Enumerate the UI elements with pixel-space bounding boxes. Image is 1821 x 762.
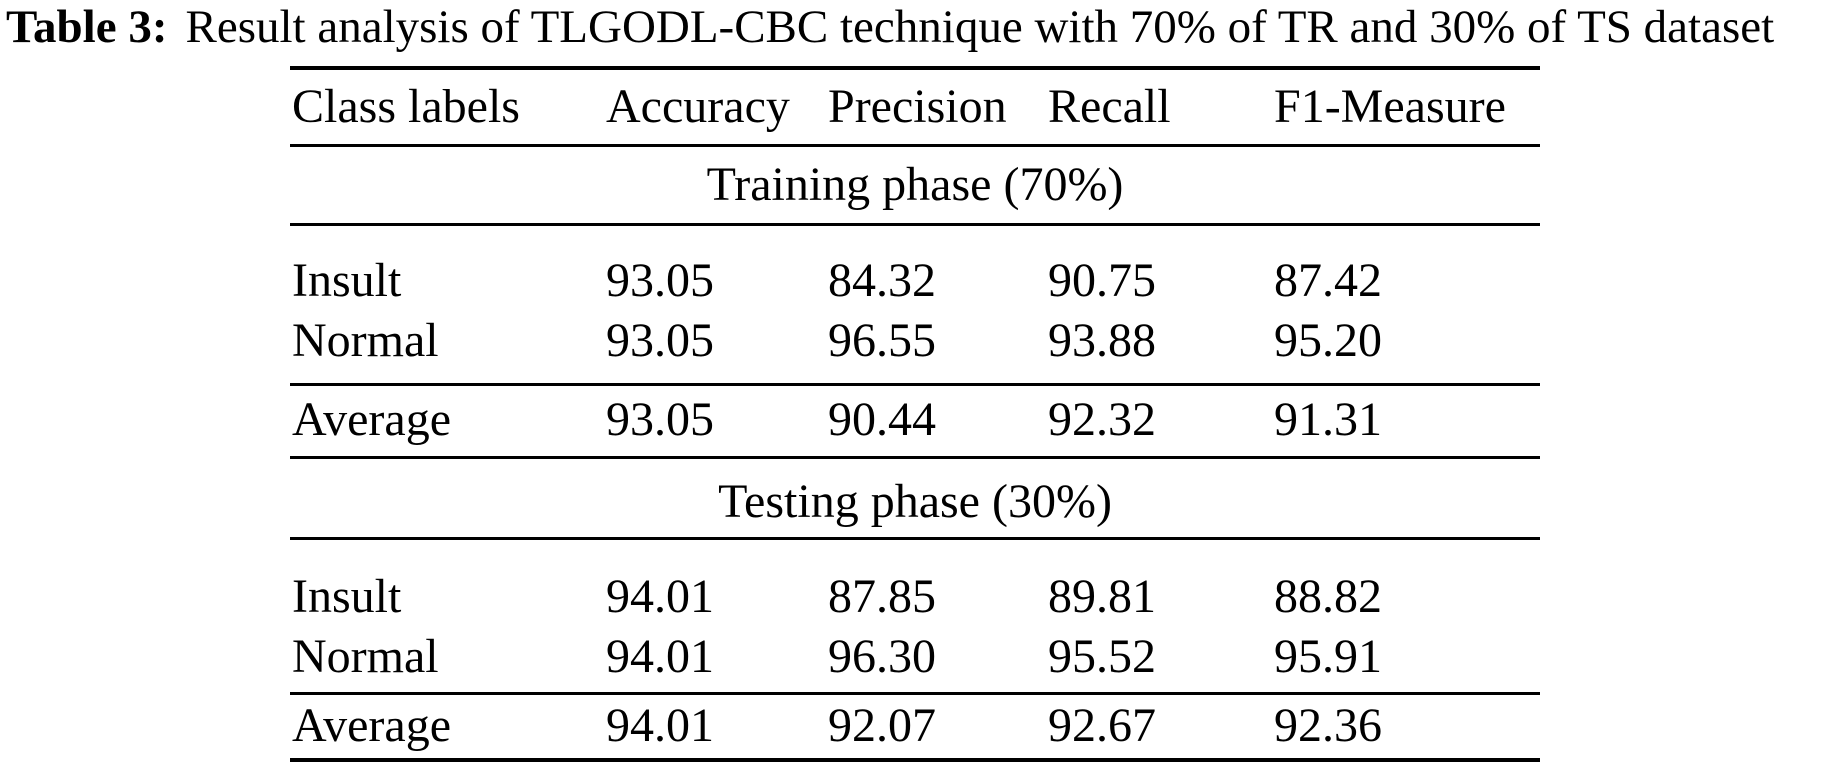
row-label: Normal	[290, 626, 606, 695]
row-label: Average	[290, 693, 606, 762]
table-header-row: Class labels Accuracy Precision Recall F…	[290, 66, 1540, 147]
table-row-testing-average: Average 94.01 92.07 92.67 92.36	[290, 693, 1540, 762]
column-header-f1-measure: F1-Measure	[1274, 66, 1540, 147]
cell-precision: 90.44	[828, 384, 1048, 459]
cell-f1-measure: 88.82	[1274, 570, 1382, 623]
table-caption-number: Table 3:	[6, 1, 168, 53]
cell-recall: 93.88	[1048, 310, 1274, 386]
cell-accuracy: 94.01	[606, 626, 828, 695]
row-label: Insult	[292, 570, 402, 623]
cell-recall: 90.75	[1048, 254, 1156, 307]
cell-precision: 87.85	[828, 570, 936, 623]
cell-precision: 84.32	[828, 254, 936, 307]
cell-accuracy: 93.05	[606, 310, 828, 386]
cell-f1-measure: 95.20	[1274, 310, 1540, 386]
row-label: Average	[290, 384, 606, 459]
row-label: Normal	[290, 310, 606, 386]
cell-recall: 89.81	[1048, 570, 1156, 623]
cell-f1-measure: 87.42	[1274, 254, 1382, 307]
column-header-class-labels: Class labels	[290, 66, 606, 147]
cell-precision: 96.55	[828, 310, 1048, 386]
table-row-testing-normal: Normal 94.01 96.30 95.52 95.91	[290, 626, 1540, 695]
cell-precision: 92.07	[828, 693, 1048, 762]
cell-f1-measure: 91.31	[1274, 384, 1540, 459]
section-header-testing-label: Testing phase (30%)	[290, 457, 1540, 540]
cell-accuracy: 94.01	[606, 693, 828, 762]
column-header-accuracy: Accuracy	[606, 66, 828, 147]
cell-accuracy: 94.01	[606, 570, 714, 623]
cell-f1-measure: 92.36	[1274, 693, 1540, 762]
table-caption-text: Result analysis of TLGODL-CBC technique …	[185, 1, 1775, 53]
cell-accuracy: 93.05	[606, 254, 714, 307]
table-row-training-average: Average 93.05 90.44 92.32 91.31	[290, 384, 1540, 459]
column-header-precision: Precision	[828, 66, 1048, 147]
section-header-training: Training phase (70%)	[290, 145, 1540, 226]
cell-f1-measure: 95.91	[1274, 626, 1540, 695]
table-row-training-normal: Normal 93.05 96.55 93.88 95.20	[290, 310, 1540, 386]
row-label: Insult	[292, 254, 402, 307]
section-header-testing: Testing phase (30%)	[290, 457, 1540, 540]
cell-precision: 96.30	[828, 626, 1048, 695]
cell-recall: 92.67	[1048, 693, 1274, 762]
section-header-training-label: Training phase (70%)	[290, 145, 1540, 226]
cell-recall: 92.32	[1048, 384, 1274, 459]
cell-recall: 95.52	[1048, 626, 1274, 695]
results-table: Class labels Accuracy Precision Recall F…	[290, 66, 1540, 762]
table-caption: Table 3: Result analysis of TLGODL-CBC te…	[6, 1, 1774, 53]
table-row-training-insult: Insult 93.05 84.32 90.75 87.42	[290, 225, 1540, 311]
column-header-recall: Recall	[1048, 66, 1274, 147]
table-row-testing-insult: Insult 94.01 87.85 89.81 88.82	[290, 539, 1540, 627]
cell-accuracy: 93.05	[606, 384, 828, 459]
